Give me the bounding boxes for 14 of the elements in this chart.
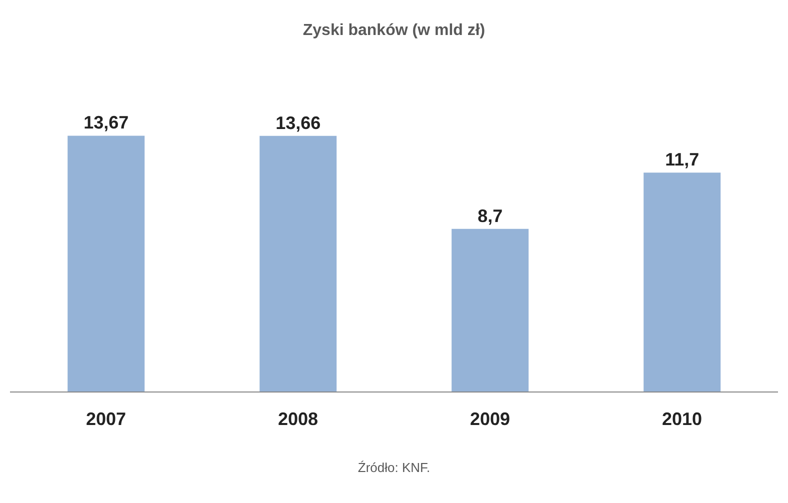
bar xyxy=(452,228,529,392)
chart-title: Zyski banków (w mld zł) xyxy=(302,22,486,41)
data-label: 11,7 xyxy=(665,150,700,170)
data-label: 13,66 xyxy=(276,112,321,133)
bar xyxy=(260,136,337,392)
bar xyxy=(644,172,721,392)
text: Źródło: KNF. xyxy=(356,460,432,475)
x-tick-label: 2009 xyxy=(470,408,510,429)
data-label: 13,67 xyxy=(84,112,129,133)
x-tick-label: 2007 xyxy=(86,408,126,429)
x-tick-label: 2008 xyxy=(278,408,318,429)
x-tick-label: 2010 xyxy=(662,408,702,429)
data-label: 8,7 xyxy=(478,206,503,226)
bar xyxy=(68,136,145,392)
